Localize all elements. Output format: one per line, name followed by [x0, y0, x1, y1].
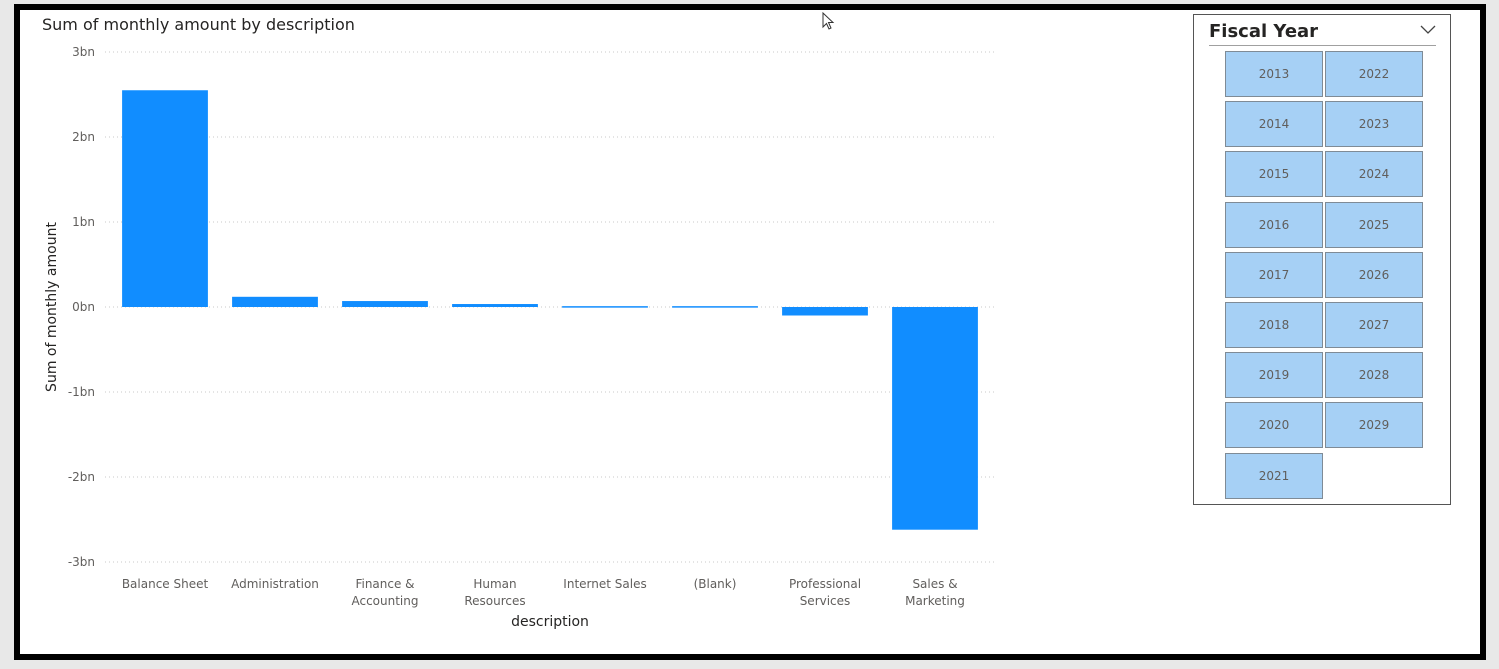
year-button-2020[interactable]: 2020 [1225, 402, 1323, 449]
year-button-2023[interactable]: 2023 [1325, 101, 1423, 148]
fiscal-year-slicer[interactable]: Fiscal Year 2013 2022 2014 2023 2015 2024 2016… [1193, 14, 1451, 505]
bar[interactable] [452, 304, 538, 307]
bar[interactable] [562, 306, 648, 308]
year-button-2014[interactable]: 2014 [1225, 101, 1323, 148]
year-button-2027[interactable]: 2027 [1325, 302, 1423, 348]
y-tick-label: 0bn [72, 300, 95, 314]
x-tick-label: Sales & [912, 577, 957, 591]
bar-chart[interactable]: 3bn 2bn 1bn 0bn -1bn -2bn -3bn Balance Sheet Adm… [0, 0, 1100, 669]
year-button-2018[interactable]: 2018 [1225, 302, 1323, 348]
chevron-down-icon[interactable] [1420, 25, 1436, 35]
year-button-2022[interactable]: 2022 [1325, 51, 1423, 97]
x-tick-label: Resources [464, 594, 525, 608]
x-tick-label: Professional [789, 577, 861, 591]
y-tick-label: -1bn [68, 385, 95, 399]
year-button-2013[interactable]: 2013 [1225, 51, 1323, 97]
x-tick-label: Finance & [355, 577, 414, 591]
x-tick-label: Accounting [351, 594, 418, 608]
x-tick-label: Internet Sales [563, 577, 646, 591]
y-tick-label: 1bn [72, 215, 95, 229]
bar[interactable] [782, 307, 868, 316]
year-button-2026[interactable]: 2026 [1325, 251, 1423, 298]
year-button-2019[interactable]: 2019 [1225, 352, 1323, 399]
bar[interactable] [232, 296, 318, 307]
year-button-2029[interactable]: 2029 [1325, 402, 1423, 449]
mouse-cursor-icon [822, 11, 838, 36]
y-tick-label: -2bn [68, 470, 95, 484]
year-button-2016[interactable]: 2016 [1225, 201, 1323, 248]
x-tick-label: Balance Sheet [122, 577, 209, 591]
year-button-2015[interactable]: 2015 [1225, 151, 1323, 198]
bar[interactable] [892, 307, 978, 530]
chart-title: Sum of monthly amount by description [42, 15, 355, 34]
y-tick-label: 2bn [72, 130, 95, 144]
year-button-2028[interactable]: 2028 [1325, 352, 1423, 399]
y-tick-label: 3bn [72, 45, 95, 59]
year-button-2017[interactable]: 2017 [1225, 251, 1323, 298]
y-tick-label: -3bn [68, 555, 95, 569]
year-button-2024[interactable]: 2024 [1325, 151, 1423, 198]
bar[interactable] [672, 306, 758, 308]
year-button-2025[interactable]: 2025 [1325, 201, 1423, 248]
slicer-header: Fiscal Year [1209, 21, 1436, 46]
slicer-title: Fiscal Year [1209, 21, 1319, 42]
x-axis-title: description [511, 614, 589, 630]
year-button-2021[interactable]: 2021 [1225, 452, 1323, 499]
bar[interactable] [342, 301, 428, 307]
x-tick-label: (Blank) [694, 577, 737, 591]
y-axis-title: Sum of monthly amount [44, 222, 60, 392]
x-tick-label: Services [800, 594, 851, 608]
x-tick-label: Human [473, 577, 516, 591]
x-tick-label: Administration [231, 577, 319, 591]
x-tick-label: Marketing [905, 594, 965, 608]
bar[interactable] [122, 90, 208, 307]
